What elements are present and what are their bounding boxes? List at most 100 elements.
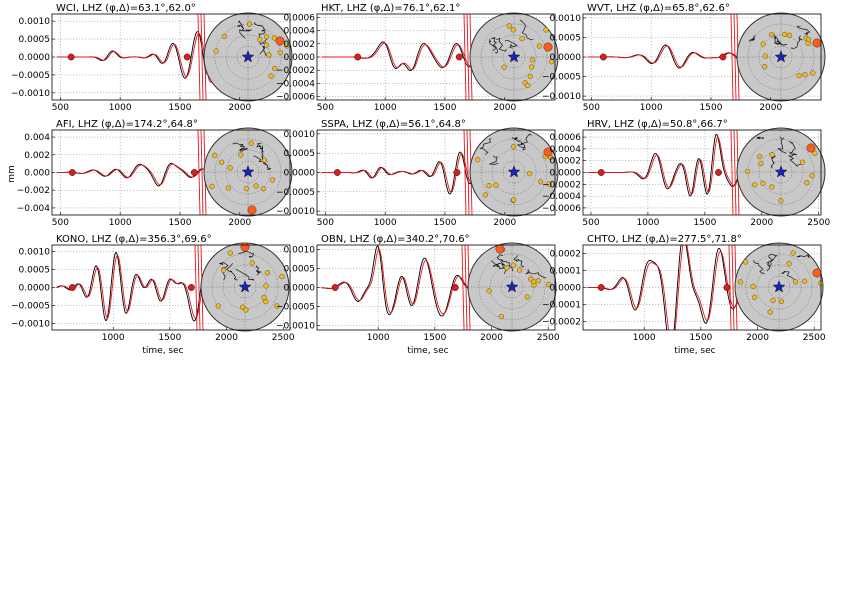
globe-inset [469, 12, 559, 102]
window-marker-1 [597, 284, 605, 291]
graticule-ring [480, 23, 548, 91]
highlighted-station [275, 36, 285, 46]
station-dot [768, 31, 775, 38]
y-tick-label: 0.0000 [550, 284, 582, 294]
y-tick-label: 0.0006 [284, 13, 316, 23]
station-dot [790, 250, 796, 256]
x-tick-label: 1000 [102, 333, 125, 343]
y-tick-label: 0.0010 [19, 17, 51, 27]
y-tick-label: 0.002 [24, 151, 50, 161]
window-marker-2 [455, 53, 463, 61]
station-dot [802, 72, 808, 78]
globe-inset [203, 12, 293, 102]
y-tick-label: 0.0000 [550, 169, 582, 179]
globe-inset [736, 12, 826, 102]
arrival-line [731, 245, 735, 330]
synthetic-trace [56, 254, 210, 319]
station-dot [227, 250, 233, 256]
station-dot [486, 288, 492, 294]
station-dot [279, 273, 285, 280]
station-dot [527, 73, 533, 80]
x-tick-label: 500 [317, 218, 334, 228]
station-dot [782, 31, 788, 38]
y-tick-label: 0.0000 [284, 284, 316, 294]
arrival-line [197, 245, 201, 330]
observed-trace [587, 245, 738, 330]
station-dot [284, 43, 290, 49]
y-tick-label: 0.0006 [550, 133, 582, 143]
station-dot [527, 171, 533, 177]
station-dot [269, 177, 276, 183]
x-tick-label: 1000 [633, 333, 656, 343]
x-tick-label: 500 [52, 103, 69, 113]
station-dot [510, 262, 517, 268]
x-tick-label: 2500 [272, 333, 295, 343]
y-tick-label: 0.0005 [284, 149, 316, 159]
station-dot [277, 50, 283, 56]
arrival-line [466, 14, 470, 100]
graticule-ring [747, 23, 815, 91]
arrival-line [733, 130, 737, 215]
window-marker-1 [333, 169, 341, 176]
y-tick-label: 0.0004 [284, 27, 316, 37]
panel-2: 500 1000 1500 2000 0.0006 0.0004 0.0002 0.0000 −… [276, 3, 559, 113]
station-dot [268, 73, 274, 79]
x-tick-label: 2000 [228, 103, 251, 113]
window-marker-2 [190, 169, 198, 176]
panel-title: HKT, LHZ (φ,Δ)=76.1°,62.1° [321, 3, 460, 14]
station-dot [812, 150, 818, 156]
window-marker-1 [599, 53, 607, 61]
station-dot [213, 48, 219, 54]
arrival-line [461, 245, 465, 330]
panel-6: 500 1000 1500 2000 2500 0.0006 0.0004 0.0002 0.0… [542, 119, 830, 228]
station-dot [257, 36, 263, 43]
y-tick-label: −0.004 [17, 204, 51, 214]
arrival-line [197, 130, 201, 215]
station-dot [486, 183, 492, 189]
window-marker-2 [451, 284, 459, 291]
station-dot [498, 313, 504, 320]
y-tick-label: 0.0005 [284, 265, 316, 275]
y-tick-label: 0.0010 [550, 14, 582, 24]
x-tick-label: 500 [52, 218, 69, 228]
station-dot [762, 64, 768, 70]
station-dot [263, 42, 269, 48]
y-tick-label: 0.0010 [284, 246, 316, 256]
coastlines [753, 253, 810, 280]
panel-title: SSPA, LHZ (φ,Δ)=56.1°,64.8° [321, 119, 466, 130]
x-tick-label: 1500 [169, 218, 192, 228]
station-dot [799, 159, 806, 165]
station-dot [546, 281, 552, 288]
highlighted-station [812, 268, 822, 278]
highlighted-station [543, 147, 553, 157]
y-tick-label: 0.0004 [550, 145, 582, 155]
y-tick-label: −0.0005 [11, 71, 50, 81]
x-tick-label: 2500 [803, 333, 826, 343]
station-dot [760, 41, 766, 47]
station-dot [510, 144, 517, 150]
x-tick-label: 1000 [374, 218, 397, 228]
x-tick-label: 500 [583, 103, 600, 113]
arrival-line [463, 14, 467, 100]
x-tick-label: 2000 [480, 333, 503, 343]
y-tick-label: 0.0005 [19, 265, 51, 275]
coastlines [756, 136, 802, 169]
panel-8: 1000 1500 2000 2500 0.0010 0.0005 0.0000 −0.000… [276, 234, 560, 343]
coastlines [237, 20, 268, 56]
station-dot [501, 64, 507, 70]
x-tick-label: 1500 [693, 218, 716, 228]
x-tick-label: 1500 [158, 333, 181, 343]
y-tick-label: −0.0006 [542, 204, 581, 214]
arrival-line [197, 14, 201, 100]
window-marker-2 [453, 169, 461, 176]
y-tick-label: −0.0005 [276, 188, 315, 198]
highlighted-station [495, 244, 505, 254]
epicenter-star [507, 50, 521, 63]
y-tick-label: 0.0010 [284, 130, 316, 140]
station-dot [261, 157, 268, 163]
y-tick-label: −0.0010 [276, 321, 315, 331]
station-dot [549, 59, 555, 65]
station-dot [248, 140, 255, 146]
coastlines [218, 250, 262, 281]
y-tick-label: −0.0006 [276, 93, 315, 103]
